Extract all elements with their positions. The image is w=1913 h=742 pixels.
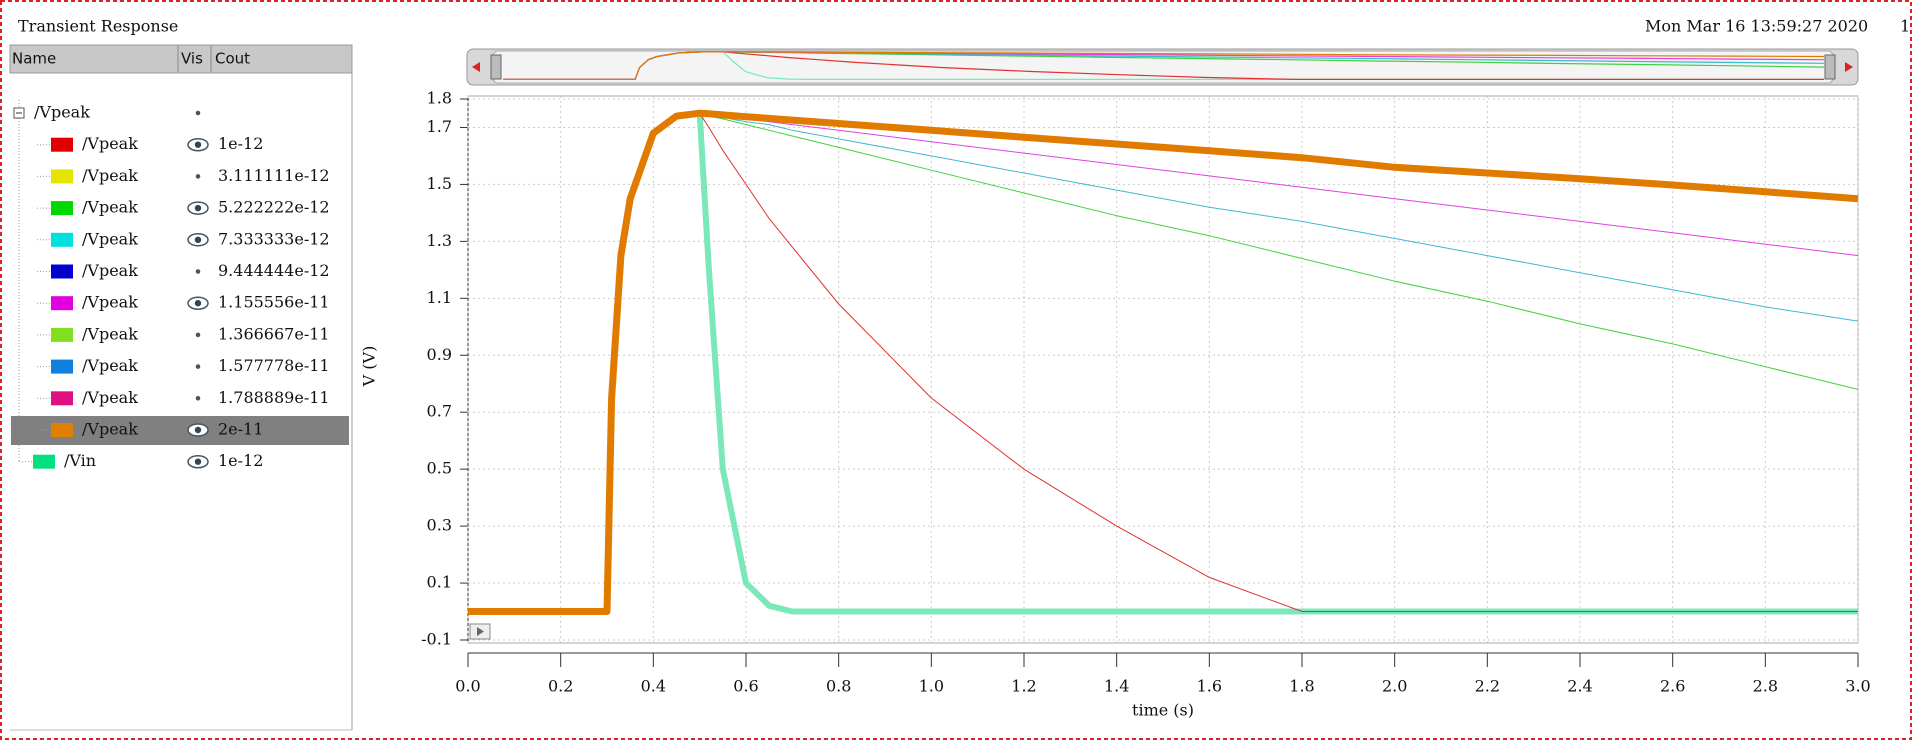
row-name: /Vin: [64, 451, 96, 470]
x-tick-label: 0.8: [826, 677, 851, 696]
row-name: /Vpeak: [82, 166, 138, 185]
timestamp: Mon Mar 16 13:59:27 2020: [1645, 17, 1868, 36]
vis-pupil: [194, 204, 202, 212]
x-tick-label: 2.6: [1660, 677, 1685, 696]
y-tick-label: 1.1: [427, 288, 452, 307]
row-cout: 9.444444e-12: [218, 261, 330, 280]
vis-pupil: [194, 300, 202, 307]
x-tick-label: 2.8: [1753, 677, 1778, 696]
vis-dot[interactable]: [195, 269, 201, 274]
vis-pupil: [194, 458, 202, 465]
vis-dot[interactable]: [195, 332, 201, 338]
color-swatch: [51, 201, 73, 216]
x-tick-label: 1.4: [1104, 677, 1129, 696]
y-tick-label: 1.5: [427, 174, 452, 193]
row-cout: 1.366667e-11: [218, 324, 330, 343]
x-tick-label: 2.0: [1382, 677, 1407, 696]
page-number: 1: [1900, 17, 1910, 36]
color-swatch: [51, 359, 73, 374]
y-tick-label: 1.7: [427, 117, 452, 136]
column-header: Vis: [181, 50, 203, 68]
x-tick-label: 1.2: [1011, 677, 1036, 696]
play-icon: [477, 627, 484, 636]
vis-dot[interactable]: [195, 364, 201, 369]
x-tick-label: 2.2: [1475, 677, 1500, 696]
row-cout: 1.788889e-11: [218, 388, 330, 407]
plot-frame: [467, 95, 1859, 644]
x-axis-label: time (s): [1132, 701, 1194, 720]
row-name: /Vpeak: [82, 420, 138, 439]
row-cout: 1e-12: [218, 451, 263, 470]
color-swatch: [51, 391, 73, 406]
y-tick-label: 0.1: [427, 573, 452, 592]
y-axis-label: V (V): [360, 346, 379, 388]
row-name: /Vpeak: [82, 324, 138, 343]
row-name: /Vpeak: [82, 134, 138, 153]
vis-pupil: [194, 426, 202, 434]
column-header: Name: [12, 50, 56, 68]
vis-pupil: [194, 236, 202, 243]
vis-dot[interactable]: [195, 396, 201, 401]
row-cout: 1.577778e-11: [218, 356, 330, 375]
y-tick-label: -0.1: [421, 630, 452, 649]
color-swatch: [51, 137, 73, 152]
scroll-left[interactable]: [472, 62, 480, 72]
color-swatch: [51, 327, 73, 342]
x-tick-label: 1.8: [1289, 677, 1314, 696]
color-swatch: [33, 454, 55, 469]
x-tick-label: 0.2: [548, 677, 573, 696]
y-tick-label: 1.3: [427, 231, 452, 250]
vis-pupil: [194, 141, 202, 148]
x-tick-label: 1.6: [1197, 677, 1222, 696]
y-tick-label: 0.9: [427, 345, 452, 364]
vis-dot[interactable]: [195, 174, 201, 179]
color-swatch: [51, 169, 73, 184]
tree-header: [9, 44, 353, 74]
row-cout: 5.222222e-12: [218, 198, 330, 217]
color-swatch: [51, 296, 73, 311]
window-title: Transient Response: [18, 17, 178, 36]
row-name: /Vpeak: [82, 198, 138, 217]
handle-right[interactable]: [1824, 54, 1836, 80]
vis-dot[interactable]: [195, 110, 201, 116]
row-cout: 7.333333e-12: [218, 229, 330, 248]
series-line: [468, 109, 1859, 615]
scroll-right[interactable]: [1845, 62, 1853, 72]
y-tick-label: 1.8: [427, 89, 452, 108]
y-tick-label: 0.3: [427, 516, 452, 535]
row-name: /Vpeak: [82, 229, 138, 248]
x-tick-label: 0.6: [733, 677, 758, 696]
color-swatch: [51, 423, 73, 437]
x-tick-label: 1.0: [919, 677, 944, 696]
row-name: /Vpeak: [82, 261, 138, 280]
row-cout: 1.155556e-11: [218, 293, 330, 312]
overview-line: [503, 51, 1825, 80]
row-cout: 2e-11: [218, 420, 263, 439]
x-tick-label: 3.0: [1845, 677, 1870, 696]
column-header: Cout: [215, 50, 250, 68]
row-name: /Vpeak: [82, 293, 138, 312]
x-tick-label: 0.0: [455, 677, 480, 696]
y-tick-label: 0.7: [427, 402, 452, 421]
x-tick-label: 2.4: [1567, 677, 1592, 696]
x-tick-label: 0.4: [641, 677, 666, 696]
y-tick-label: 0.5: [427, 459, 452, 478]
row-cout: 1e-12: [218, 134, 263, 153]
color-swatch: [51, 232, 73, 247]
row-name: /Vpeak: [82, 388, 138, 407]
color-swatch: [51, 264, 73, 279]
row-cout: 3.111111e-12: [218, 166, 330, 185]
row-name: /Vpeak: [34, 103, 90, 122]
row-name: /Vpeak: [82, 356, 138, 375]
handle-left[interactable]: [490, 54, 502, 80]
